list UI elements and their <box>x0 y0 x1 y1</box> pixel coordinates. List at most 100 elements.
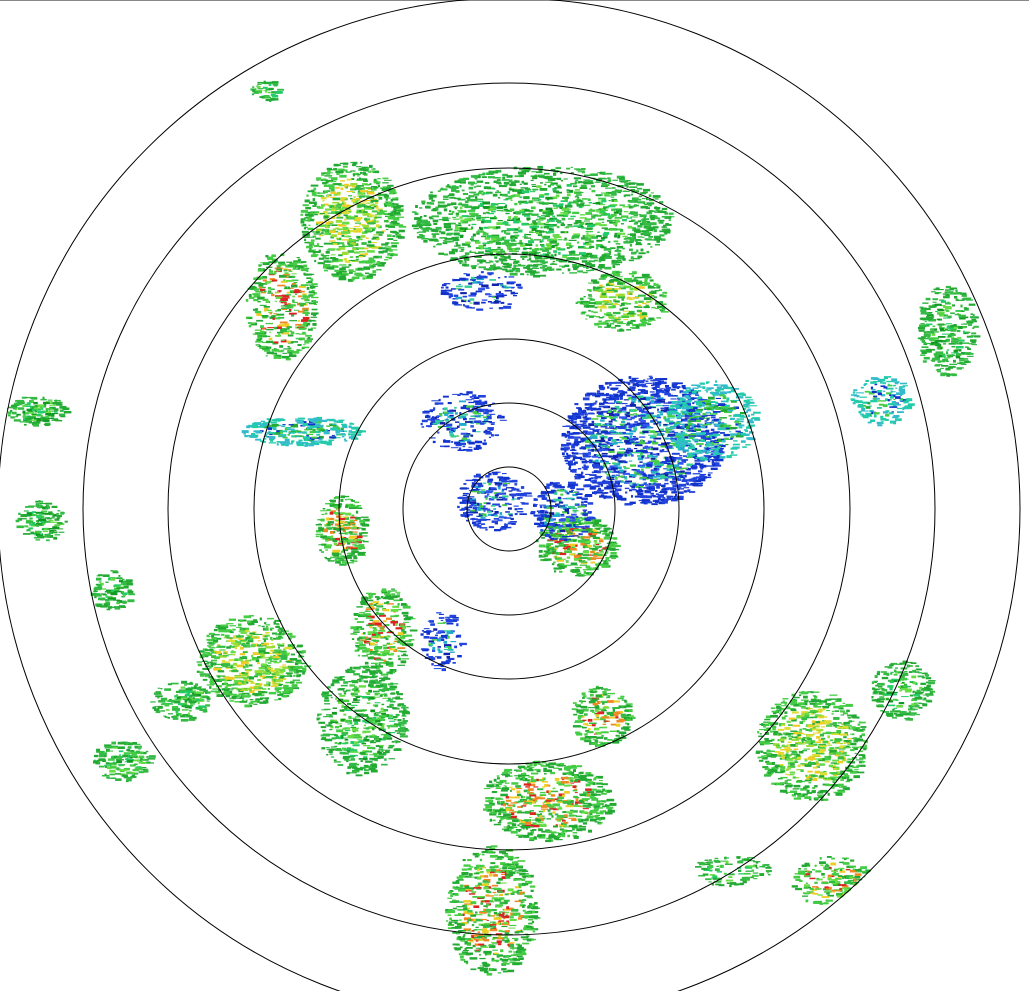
echo-pixel <box>605 172 613 175</box>
echo-pixel <box>730 454 738 456</box>
echo-pixel <box>707 381 710 383</box>
echo-pixel <box>527 268 533 271</box>
echo-pixel <box>723 424 731 428</box>
echo-pixel <box>588 477 594 479</box>
echo-pixel <box>650 489 655 492</box>
echo-pixel <box>557 177 561 180</box>
echo-pixel <box>530 238 534 241</box>
echo-pixel <box>526 224 533 226</box>
echo-pixel <box>459 216 463 219</box>
echo-pixel <box>651 503 658 506</box>
echo-pixel <box>637 255 643 258</box>
echo-pixel <box>636 422 645 425</box>
echo-pixel <box>378 196 383 200</box>
echo-pixel <box>666 465 672 468</box>
echo-pixel <box>363 266 371 269</box>
echo-pixel <box>738 426 743 429</box>
echo-pixel <box>358 197 362 199</box>
echo-pixel <box>255 344 261 346</box>
echo-pixel <box>333 168 338 171</box>
echo-pixel <box>438 219 443 221</box>
echo-pixel <box>387 202 392 205</box>
echo-pixel <box>594 475 602 479</box>
echo-pixel <box>598 562 601 564</box>
echo-pixel <box>306 287 310 290</box>
echo-pixel <box>564 450 567 453</box>
echo-pixel <box>664 498 669 501</box>
echo-pixel <box>617 295 625 299</box>
echo-pixel <box>338 246 346 248</box>
echo-pixel <box>517 264 526 267</box>
echo-pixel <box>396 235 402 238</box>
echo-pixel <box>593 286 596 289</box>
echo-pixel <box>451 185 457 187</box>
echo-pixel <box>289 263 296 266</box>
echo-pixel <box>352 191 356 193</box>
echo-pixel <box>443 225 447 228</box>
echo-pixel <box>574 566 582 569</box>
echo-pixel <box>547 230 555 234</box>
echo-pixel <box>383 189 387 191</box>
echo-pixel <box>697 398 705 401</box>
echo-pixel <box>491 238 499 241</box>
echo-pixel <box>610 276 614 278</box>
echo-pixel <box>371 219 374 222</box>
echo-pixel <box>686 463 693 467</box>
echo-pixel <box>671 401 677 405</box>
echo-pixel <box>385 224 390 228</box>
echo-pixel <box>361 231 366 235</box>
echo-pixel <box>512 248 516 252</box>
echo-pixel <box>348 238 352 240</box>
echo-pixel <box>538 544 546 548</box>
echo-pixel <box>682 405 690 407</box>
echo-pixel <box>601 452 608 455</box>
echo-pixel <box>720 410 728 412</box>
echo-pixel <box>325 222 330 225</box>
echo-pixel <box>614 189 623 193</box>
echo-pixel <box>609 317 616 319</box>
echo-pixel <box>546 210 550 213</box>
echo-pixel <box>552 196 558 199</box>
echo-pixel <box>277 269 281 272</box>
echo-pixel <box>651 447 659 451</box>
echo-pixel <box>648 320 652 322</box>
echo-pixel <box>398 208 404 210</box>
echo-pixel <box>545 196 553 200</box>
echo-pixel <box>677 473 682 475</box>
echo-pixel <box>456 214 459 217</box>
echo-pixel <box>622 219 627 222</box>
echo-pixel <box>637 455 645 457</box>
echo-pixel <box>263 309 267 312</box>
echo-pixel <box>613 441 616 443</box>
echo-pixel <box>421 227 428 230</box>
echo-pixel <box>528 257 532 261</box>
echo-pixel <box>648 210 654 213</box>
echo-pixel <box>665 387 672 389</box>
echo-pixel <box>295 293 298 295</box>
echo-pixel <box>612 273 621 276</box>
echo-pixel <box>599 172 603 174</box>
echo-pixel <box>331 191 336 194</box>
echo-pixel <box>454 197 461 200</box>
echo-pixel <box>506 228 515 231</box>
echo-pixel <box>606 551 609 554</box>
echo-pixel <box>583 447 586 450</box>
echo-pixel <box>318 206 324 209</box>
echo-pixel <box>357 247 365 250</box>
echo-pixel <box>546 177 551 180</box>
echo-pixel <box>509 259 516 261</box>
echo-pixel <box>580 312 586 315</box>
echo-pixel <box>570 562 577 566</box>
echo-pixel <box>265 255 269 258</box>
echo-pixel <box>578 522 585 525</box>
echo-pixel <box>576 407 581 409</box>
echo-pixel <box>322 211 328 214</box>
echo-pixel <box>353 199 360 202</box>
echo-pixel <box>681 431 685 434</box>
echo-pixel <box>708 455 716 457</box>
echo-pixel <box>705 437 712 440</box>
echo-pixel <box>526 266 531 269</box>
echo-pixel <box>709 404 717 407</box>
echo-pixel <box>566 439 570 441</box>
echo-pixel <box>613 537 618 540</box>
